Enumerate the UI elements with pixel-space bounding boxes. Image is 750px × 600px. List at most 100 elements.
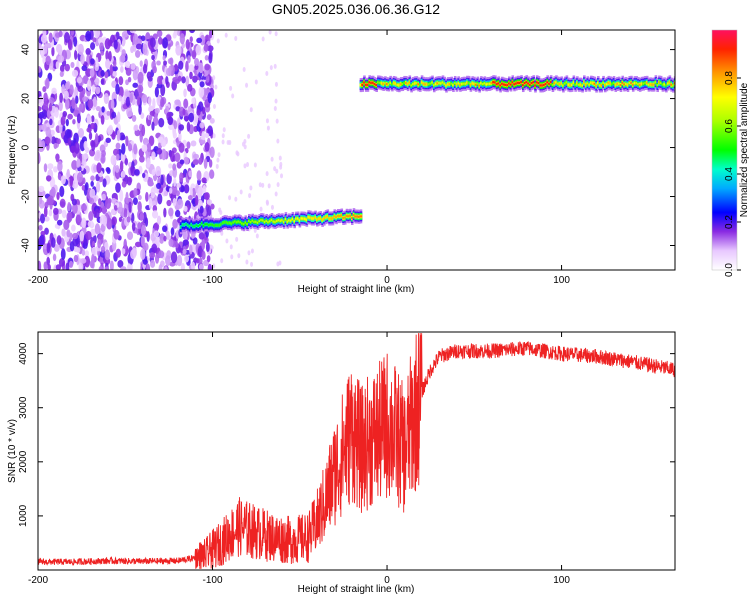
noise-speckle: [127, 143, 133, 152]
noise-speckle: [175, 44, 182, 56]
noise-speckle: [183, 184, 190, 194]
noise-speckle: [45, 126, 51, 138]
noise-speckle: [140, 248, 146, 260]
noise-speckle: [168, 124, 174, 130]
signal-cell: [558, 83, 562, 86]
noise-speckle: [151, 243, 158, 254]
signal-cell: [260, 218, 263, 222]
noise-speckle: [65, 262, 70, 270]
noise-speckle: [168, 238, 174, 247]
noise-speckle: [182, 230, 188, 240]
signal-cell: [530, 82, 534, 85]
noise-speckle: [106, 167, 111, 174]
noise-speckle: [139, 155, 145, 163]
signal-cell: [403, 81, 406, 85]
noise-speckle: [85, 48, 91, 56]
noise-speckle: [102, 178, 107, 188]
signal-cell: [258, 219, 262, 223]
signal-cell: [298, 219, 302, 222]
noise-speckle: [204, 192, 210, 200]
signal-cell: [225, 221, 228, 224]
noise-speckle: [216, 38, 220, 44]
noise-speckle: [90, 122, 95, 130]
noise-speckle: [71, 203, 78, 214]
signal-cell: [336, 214, 340, 218]
signal-cell: [396, 83, 399, 86]
noise-speckle: [156, 182, 162, 189]
noise-speckle: [94, 77, 100, 85]
noise-speckle: [209, 117, 215, 124]
snr-panel: -200 -100 0 100 1000 2000 3000 4000 Height of s…: [7, 331, 676, 595]
signal-cell: [295, 217, 298, 220]
noise-speckle: [120, 134, 126, 141]
noise-speckle: [108, 50, 112, 62]
noise-speckle: [165, 75, 169, 85]
noise-speckle: [81, 249, 86, 256]
signal-cell: [221, 221, 225, 225]
signal-cell: [424, 83, 427, 86]
noise-speckle: [189, 30, 195, 34]
signal-cell: [324, 216, 328, 219]
signal-cell: [300, 217, 303, 220]
noise-speckle: [97, 37, 104, 45]
noise-speckle: [191, 261, 196, 270]
signal-cell: [628, 81, 632, 85]
signal-cell: [230, 222, 234, 225]
noise-speckle: [151, 151, 156, 161]
signal-cell: [220, 223, 223, 226]
noise-speckle: [239, 189, 243, 195]
signal-cell: [525, 81, 529, 84]
noise-speckle: [278, 155, 282, 161]
noise-speckle: [189, 71, 193, 80]
noise-speckle: [185, 75, 190, 88]
signal-cell: [420, 81, 424, 84]
noise-speckle: [246, 162, 250, 168]
signal-cell: [235, 221, 239, 224]
signal-cell: [502, 83, 506, 86]
noise-speckle: [120, 266, 127, 270]
noise-speckle: [71, 69, 79, 78]
noise-speckle: [80, 53, 85, 65]
noise-speckle: [67, 113, 73, 120]
noise-speckle: [110, 198, 117, 204]
signal-cell: [610, 83, 614, 86]
noise-speckle: [188, 112, 195, 123]
noise-speckle: [167, 42, 171, 51]
noise-speckle: [95, 56, 99, 68]
snr-y-tick-label: 4000: [18, 342, 29, 365]
noise-speckle: [38, 124, 43, 131]
noise-speckle: [245, 82, 249, 88]
noise-speckle: [247, 250, 251, 256]
noise-speckle: [132, 82, 139, 88]
signal-cell: [186, 224, 190, 227]
signal-cell: [350, 216, 354, 220]
noise-speckle: [274, 81, 278, 87]
signal-cell: [253, 220, 256, 223]
noise-speckle: [91, 84, 96, 93]
signal-cell: [495, 83, 499, 86]
noise-speckle: [162, 37, 169, 49]
signal-cell: [603, 84, 607, 87]
noise-speckle: [59, 185, 65, 198]
signal-cell: [377, 81, 380, 84]
noise-speckle: [205, 242, 210, 253]
noise-speckle: [137, 201, 142, 213]
noise-speckle: [94, 223, 101, 235]
noise-speckle: [142, 63, 148, 74]
noise-speckle: [88, 131, 93, 140]
signal-cell: [638, 83, 642, 86]
noise-speckle: [187, 83, 193, 92]
noise-speckle: [178, 132, 182, 142]
noise-speckle: [53, 207, 59, 215]
noise-speckle: [148, 115, 153, 121]
noise-speckle: [167, 116, 174, 126]
noise-speckle: [183, 98, 189, 109]
signal-cell: [247, 219, 251, 223]
noise-speckle: [86, 127, 92, 133]
noise-speckle: [182, 108, 186, 116]
signal-cell: [504, 83, 508, 87]
signal-cell: [335, 216, 338, 219]
noise-speckle: [63, 90, 69, 100]
signal-cell: [490, 81, 494, 85]
noise-speckle: [173, 30, 178, 37]
